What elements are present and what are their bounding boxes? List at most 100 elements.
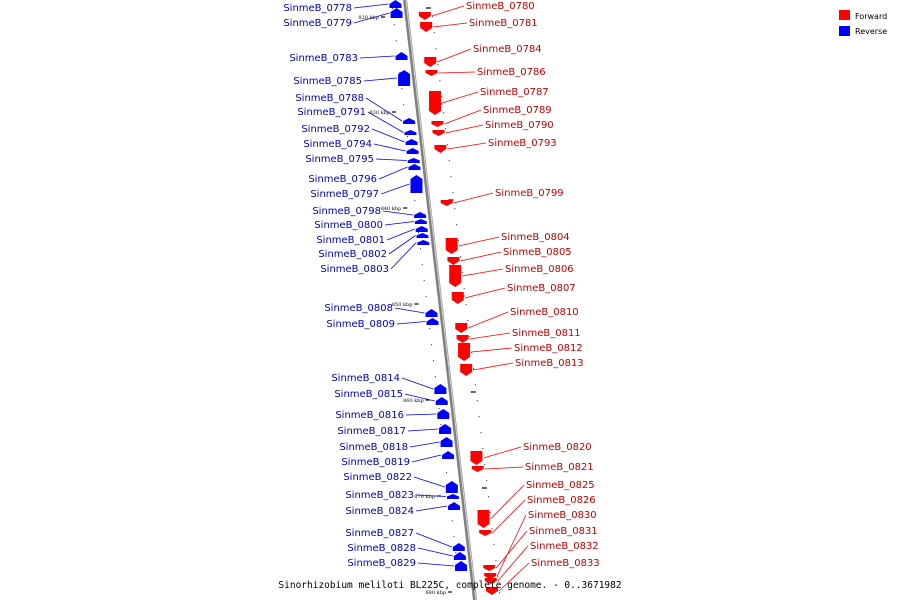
reverse-gene-label[interactable]: SinmeB_0816 [335,410,404,421]
forward-gene-label[interactable]: SinmeB_0780 [466,1,535,12]
reverse-gene-label[interactable]: SinmeB_0791 [297,107,366,118]
leader-line [437,48,472,63]
forward-gene-label[interactable]: SinmeB_0832 [530,541,599,552]
forward-gene-feature [451,292,464,304]
forward-gene-label[interactable]: SinmeB_0793 [488,138,557,149]
reverse-gene-feature [407,158,420,163]
minor-tick [433,360,434,362]
leader-line [497,545,529,582]
reverse-gene-label[interactable]: SinmeB_0797 [310,189,379,200]
reverse-gene-label[interactable]: SinmeB_0794 [303,139,372,150]
leader-line [473,362,514,371]
minor-tick [399,72,401,74]
reverse-gene-feature [408,164,421,170]
reverse-gene-label[interactable]: SinmeB_0792 [301,124,370,135]
forward-gene-label[interactable]: SinmeB_0810 [510,307,579,318]
forward-gene-label[interactable]: SinmeB_0831 [529,526,598,537]
reverse-gene-label[interactable]: SinmeB_0802 [318,249,387,260]
forward-gene-label[interactable]: SinmeB_0787 [480,87,549,98]
minor-tick [431,16,433,18]
forward-gene-label[interactable]: SinmeB_0784 [473,44,542,55]
leader-line [363,77,398,82]
reverse-gene-label[interactable]: SinmeB_0822 [343,472,412,483]
minor-tick [445,128,446,130]
forward-gene-label[interactable]: SinmeB_0825 [526,480,595,491]
minor-tick [473,368,474,370]
reverse-gene-label[interactable]: SinmeB_0801 [316,235,385,246]
reverse-gene-label[interactable]: SinmeB_0800 [314,220,383,231]
forward-gene-label[interactable]: SinmeB_0821 [525,462,594,473]
gene-features [389,0,498,595]
forward-gene-label[interactable]: SinmeB_0805 [503,247,572,258]
forward-gene-label[interactable]: SinmeB_0804 [501,232,570,243]
forward-gene-label[interactable]: SinmeB_0813 [515,358,584,369]
leader-line [431,5,465,17]
forward-gene-label[interactable]: SinmeB_0830 [528,510,597,521]
forward-gene-label[interactable]: SinmeB_0811 [512,328,581,339]
reverse-gene-label[interactable]: SinmeB_0796 [308,174,377,185]
reverse-gene-label[interactable]: SinmeB_0829 [347,558,416,569]
minor-tick [469,336,471,338]
leader-line [394,307,425,314]
minor-tick [429,328,431,330]
forward-gene-feature [470,451,483,465]
forward-gene-label[interactable]: SinmeB_0833 [531,558,600,569]
forward-gene-feature [455,323,468,333]
leader-line [495,530,528,569]
forward-gene-label[interactable]: SinmeB_0820 [523,442,592,453]
forward-gene-label[interactable]: SinmeB_0786 [477,67,546,78]
reverse-gene-label[interactable]: SinmeB_0783 [289,53,358,64]
leader-line [380,183,410,195]
reverse-gene-label[interactable]: SinmeB_0819 [341,457,410,468]
forward-gene-label[interactable]: SinmeB_0806 [505,264,574,275]
forward-gene-label[interactable]: SinmeB_0790 [485,120,554,131]
reverse-gene-feature [406,148,419,154]
forward-gene-label[interactable]: SinmeB_0799 [495,188,564,199]
minor-tick [441,96,443,98]
leader-line [444,109,482,125]
reverse-gene-label[interactable]: SinmeB_0778 [283,3,352,14]
forward-gene-label[interactable]: SinmeB_0781 [469,18,538,29]
forward-gene-feature [420,22,433,32]
reverse-gene-label[interactable]: SinmeB_0795 [305,154,374,165]
minor-tick [437,64,439,66]
leader-line [462,268,504,277]
reverse-gene-label[interactable]: SinmeB_0809 [326,319,395,330]
minor-tick [393,24,395,26]
reverse-gene-label[interactable]: SinmeB_0823 [345,490,414,501]
scale-tick-label: 830 kbp [369,110,390,116]
reverse-gene-label[interactable]: SinmeB_0818 [339,442,408,453]
forward-gene-label[interactable]: SinmeB_0812 [514,343,583,354]
reverse-gene-label[interactable]: SinmeB_0785 [293,76,362,87]
minor-tick [433,32,435,34]
legend-reverse-swatch [839,26,850,36]
reverse-gene-label[interactable]: SinmeB_0827 [345,528,414,539]
minor-tick [414,200,416,202]
reverse-gene-feature [425,309,438,317]
reverse-gene-label[interactable]: SinmeB_0824 [345,506,414,517]
reverse-gene-label[interactable]: SinmeB_0828 [347,543,416,554]
reverse-gene-feature [453,552,466,560]
reverse-gene-label[interactable]: SinmeB_0815 [334,389,403,400]
forward-gene-label[interactable]: SinmeB_0789 [483,105,552,116]
leader-line [371,128,405,143]
reverse-gene-label[interactable]: SinmeB_0803 [320,264,389,275]
leader-line [353,12,390,24]
forward-gene-label[interactable]: SinmeB_0826 [527,495,596,506]
reverse-gene-label[interactable]: SinmeB_0798 [312,206,381,217]
leader-line [384,221,414,226]
minor-tick [491,528,493,530]
forward-gene-feature [484,578,497,584]
leader-line [441,91,479,104]
reverse-gene-label[interactable]: SinmeB_0788 [295,93,364,104]
forward-gene-label[interactable]: SinmeB_0807 [507,283,576,294]
leader-line [411,454,442,463]
reverse-gene-label[interactable]: SinmeB_0817 [337,426,406,437]
reverse-gene-feature [417,240,430,245]
reverse-gene-label[interactable]: SinmeB_0779 [283,18,352,29]
leader-line [373,143,406,152]
leader-line [496,514,527,577]
leader-line [365,97,403,122]
reverse-gene-label[interactable]: SinmeB_0814 [331,373,400,384]
reverse-gene-label[interactable]: SinmeB_0808 [324,303,393,314]
